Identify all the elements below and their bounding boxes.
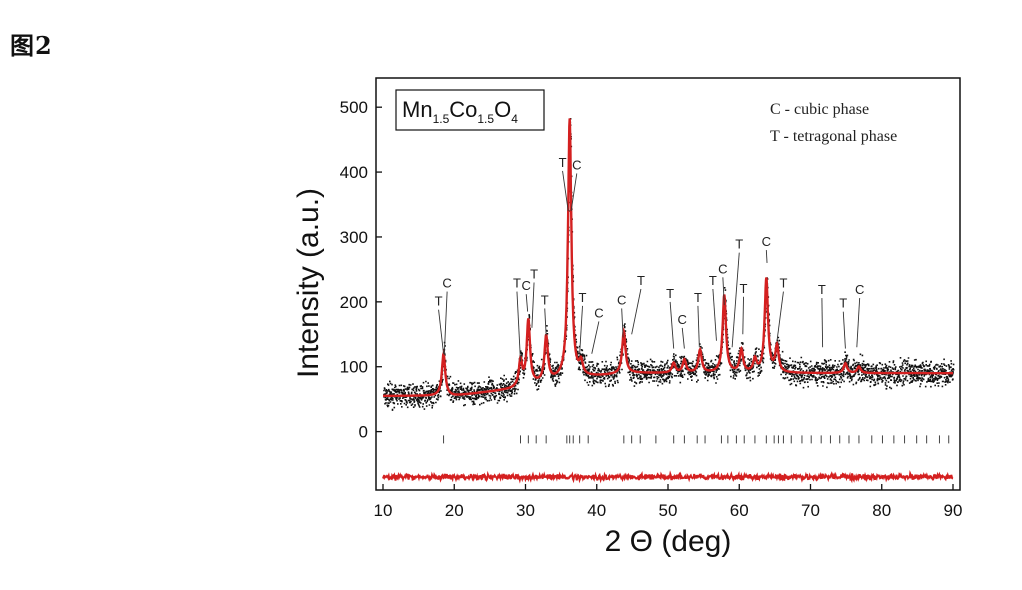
peak-label: C [442,276,451,291]
peak-label: T [735,237,743,252]
peak-leader [525,294,529,312]
peak-label: T [740,281,748,296]
figure-label: 图2 [10,31,53,60]
peak-leader [669,301,675,349]
x-tick-label: 20 [445,501,464,520]
peak-leader [856,298,861,348]
y-tick-label: 500 [340,98,368,117]
compound-co: Co [449,97,477,122]
peak-leader [731,252,740,348]
y-tick-label: 100 [340,358,368,377]
x-tick-label: 50 [659,501,678,520]
plot-area [382,118,955,484]
peak-leader [742,296,744,335]
legend-tetragonal: T - tetragonal phase [770,128,897,145]
x-axis-title: 2 Θ (deg) [605,525,732,558]
x-tick-label: 40 [587,501,606,520]
peak-leader [842,311,846,349]
legend-cubic: C - cubic phase [770,101,869,118]
peak-label: T [818,282,826,297]
peak-label: C [855,282,864,297]
peak-label: C [594,305,603,320]
y-tick-label: 400 [340,163,368,182]
peak-label: C [718,261,727,276]
peak-label: T [694,290,702,305]
peak-label: T [559,155,567,170]
y-tick-label: 0 [359,423,368,442]
x-tick-label: 10 [374,501,393,520]
compound-formula: Mn1.5Co1.5O4 [402,97,518,126]
peak-label: T [709,273,717,288]
x-tick-label: 70 [801,501,820,520]
y-tick-label: 200 [340,293,368,312]
peak-label: T [579,290,587,305]
compound-mn: Mn [402,97,433,122]
peak-label: C [572,157,581,172]
peak-leader [697,305,700,348]
x-tick-label: 60 [730,501,749,520]
x-tick-label: 30 [516,501,535,520]
peak-leader [621,308,624,338]
peak-label: T [839,296,847,311]
peak-leader [544,308,547,336]
peak-label: C [678,312,687,327]
peak-leader [722,277,725,306]
peak-leader [570,173,578,212]
peak-leader [776,291,784,341]
observed-data-points [383,118,955,411]
calculated-fit-line [383,118,953,397]
peak-leader [765,250,768,263]
peak-leader [516,291,521,362]
compound-box: Mn1.5Co1.5O4 [395,89,545,131]
peak-leader [681,327,685,349]
peak-leader [531,282,535,328]
x-tick-label: 80 [872,501,891,520]
peak-label: T [530,266,538,281]
peak-label: T [779,276,787,291]
peak-label: T [541,292,549,307]
peak-label: C [762,234,771,249]
peak-leader [579,305,583,354]
peak-label: C [617,292,626,307]
x-tick-label: 90 [944,501,963,520]
compound-o-sub: 4 [511,112,518,126]
compound-mn-sub: 1.5 [433,112,450,126]
peak-label: T [435,294,443,309]
compound-o: O [494,97,511,122]
y-tick-label: 300 [340,228,368,247]
peak-leader [562,170,569,212]
peak-label: T [637,273,645,288]
axes: 10 20 30 40 50 60 70 80 90 0 100 200 300 400 500 [340,98,963,520]
peak-leader [438,309,445,354]
peak-label: T [513,276,521,291]
peak-leader [712,288,717,341]
peak-label: C [522,278,531,293]
y-axis-title: Intensity (a.u.) [292,188,325,378]
peak-leader [631,288,642,335]
peak-leader [591,321,600,354]
compound-co-sub: 1.5 [477,112,494,126]
peak-label: T [666,286,674,301]
peak-leader [443,291,448,356]
peak-leader [821,298,824,348]
difference-line [382,469,954,484]
